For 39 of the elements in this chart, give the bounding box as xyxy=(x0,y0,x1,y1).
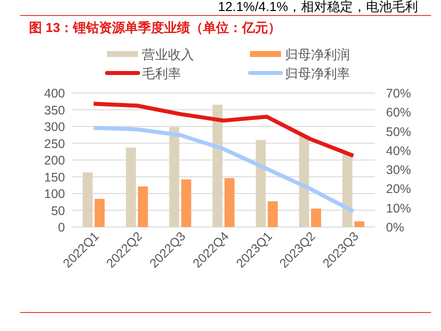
y-tick-label: 0 xyxy=(58,220,66,234)
bar xyxy=(224,178,234,227)
y-tick-label: 300 xyxy=(44,120,66,134)
bar xyxy=(181,179,192,227)
y-tick-label: 150 xyxy=(44,170,66,184)
y-tick-label: 250 xyxy=(44,136,66,151)
legend-label: 营业收入 xyxy=(142,47,194,62)
bar xyxy=(138,186,148,227)
y2-tick-label: 30% xyxy=(386,163,412,178)
bar xyxy=(354,221,364,227)
bar xyxy=(342,153,352,227)
y2-tick-label: 50% xyxy=(386,124,412,139)
y-tick-label: 350 xyxy=(44,103,66,118)
bar xyxy=(268,201,278,227)
legend-label: 归母净利率 xyxy=(285,66,350,81)
bar xyxy=(94,198,105,227)
bar xyxy=(311,208,322,227)
line-series xyxy=(92,126,356,214)
y-tick-label: 50 xyxy=(51,204,66,218)
bar xyxy=(126,148,136,227)
y2-tick-label: 70% xyxy=(386,86,412,100)
line-series xyxy=(92,102,356,158)
legend-label: 毛利率 xyxy=(142,66,181,81)
y2-tick-label: 10% xyxy=(386,201,412,216)
y-tick-label: 200 xyxy=(44,154,66,168)
y-tick-label: 100 xyxy=(44,187,66,201)
bar xyxy=(212,104,222,227)
text: 12.1%/4.1%，相对稳定，电池毛利 xyxy=(218,0,418,14)
y-tick-label: 400 xyxy=(44,86,66,100)
bar xyxy=(256,140,266,227)
bar xyxy=(299,136,310,227)
chart-title: 图 13：锂钴资源单季度业绩（单位：亿元） xyxy=(29,20,282,35)
bar xyxy=(169,127,180,227)
legend-label: 归母净利润 xyxy=(285,47,350,62)
y2-tick-label: 0% xyxy=(386,220,404,234)
bar xyxy=(82,172,93,227)
y2-tick-label: 60% xyxy=(386,106,412,120)
y2-tick-label: 20% xyxy=(386,182,412,196)
y2-tick-label: 40% xyxy=(386,144,412,158)
